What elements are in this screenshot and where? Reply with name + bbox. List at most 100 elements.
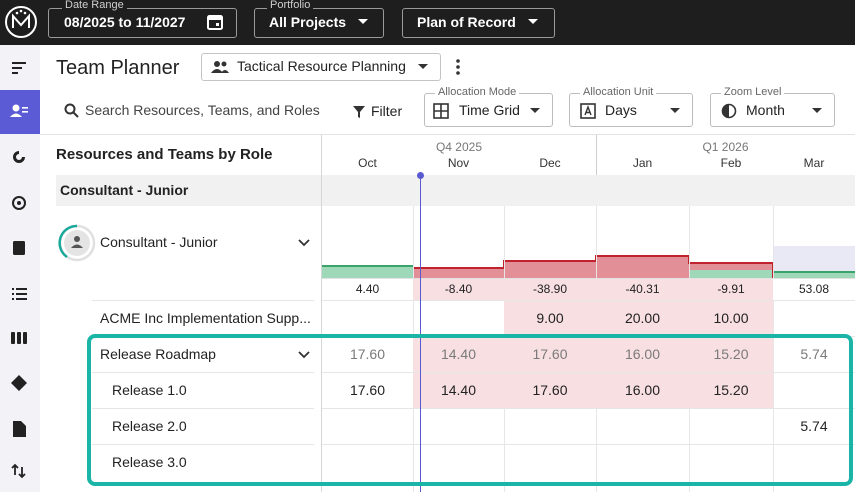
row-line (322, 278, 855, 279)
view-select-value: Tactical Resource Planning (237, 58, 406, 74)
field-label: Zoom Level (721, 87, 785, 98)
field-value: 08/2025 to 11/2027 (64, 14, 186, 30)
zoom-icon (721, 103, 737, 119)
column-divider (321, 135, 322, 492)
today-line (420, 175, 421, 492)
dropdown-arrow (418, 64, 428, 69)
row-label: Release 1.0 (112, 382, 187, 398)
value-cell: 9.00 (536, 310, 564, 326)
row-label: ACME Inc Implementation Supp... (100, 310, 311, 326)
value-cell: 17.60 (532, 382, 568, 398)
row-line (92, 300, 314, 301)
over-allocation (689, 373, 773, 408)
row-line (322, 444, 855, 445)
sidebar-active[interactable] (0, 90, 40, 134)
value-cell: 14.40 (440, 382, 477, 398)
over-allocation (689, 301, 773, 336)
over-allocation (596, 337, 689, 372)
total-cell: -9.91 (689, 278, 773, 300)
row-line (92, 372, 314, 373)
field-label: Portfolio (267, 0, 314, 11)
row-line (92, 444, 314, 445)
field-value: Plan of Record (417, 14, 516, 30)
quarter-divider (596, 135, 597, 175)
month-label: Dec (539, 156, 561, 170)
role-name: Consultant - Junior (100, 234, 218, 250)
over-allocation (596, 373, 689, 408)
total-cell: 4.40 (322, 278, 413, 300)
row-label: Release 3.0 (112, 454, 187, 470)
group-name: Consultant - Junior (60, 182, 189, 198)
row-line (92, 408, 314, 409)
unit-icon (580, 103, 596, 119)
divider (40, 134, 855, 135)
highlight-box (87, 334, 853, 486)
over-allocation (689, 337, 773, 372)
over-allocation (596, 301, 689, 336)
column-line (773, 206, 774, 492)
value-cell: 5.74 (800, 346, 828, 362)
value-cell: 15.20 (713, 382, 749, 398)
today-marker (417, 172, 424, 179)
search-input[interactable]: Search Resources, Teams, and Roles (85, 102, 320, 118)
value-cell: 16.00 (624, 382, 661, 398)
dropdown-arrow (670, 108, 680, 113)
dropdown-arrow (812, 108, 822, 113)
more-menu[interactable] (452, 58, 464, 76)
value-cell: 20.00 (624, 310, 661, 326)
value-cell: 14.40 (440, 346, 477, 362)
group-header (56, 175, 855, 206)
view-select[interactable] (201, 53, 441, 81)
filter-button[interactable]: Filter (371, 103, 403, 119)
expand-chevron[interactable] (298, 239, 310, 247)
logo (5, 6, 37, 38)
field-value: Time Grid (459, 102, 520, 118)
people-icon (211, 61, 229, 73)
over-allocation (504, 301, 596, 336)
grid-heading: Resources and Teams by Role (56, 146, 273, 163)
date-range-field[interactable] (48, 8, 237, 38)
over-allocation (413, 337, 504, 372)
row-label: Release 2.0 (112, 418, 187, 434)
value-cell: 17.60 (532, 346, 568, 362)
month-label: Jan (632, 156, 653, 170)
dropdown-arrow (358, 19, 368, 24)
total-cell: -40.31 (596, 278, 689, 300)
value-cell: 10.00 (713, 310, 749, 326)
field-value: All Projects (269, 14, 347, 30)
role-capacity-chart (322, 246, 855, 278)
page-title: Team Planner (56, 57, 180, 79)
value-cell: 16.00 (624, 346, 661, 362)
month-label: Mar (803, 156, 825, 170)
row-line (322, 408, 855, 409)
role-avatar (58, 224, 96, 262)
expand-chevron[interactable] (298, 351, 310, 359)
plan-field[interactable] (402, 8, 555, 38)
field-value: Days (605, 102, 637, 118)
value-cell: 15.20 (713, 346, 749, 362)
field-label: Date Range (62, 0, 127, 11)
month-label: Feb (720, 156, 742, 170)
over-allocation (504, 337, 596, 372)
over-allocation (413, 373, 504, 408)
quarter-label: Q4 2025 (435, 140, 483, 154)
value-cell: 17.60 (349, 346, 386, 362)
total-cell: -38.90 (504, 278, 596, 300)
dropdown-arrow (530, 108, 540, 113)
total-cell: 53.08 (773, 278, 855, 300)
row-label: Release Roadmap (100, 346, 216, 362)
grid-icon (433, 103, 449, 119)
total-cell: -8.40 (413, 278, 504, 300)
row-line (322, 372, 855, 373)
quarter-label: Q1 2026 (702, 140, 749, 154)
over-allocation (504, 373, 596, 408)
portfolio-field[interactable] (254, 8, 384, 38)
dropdown-arrow (528, 19, 538, 24)
filter-icon (353, 106, 365, 118)
search-icon (64, 103, 79, 118)
row-line (322, 300, 855, 301)
month-label: Nov (447, 156, 470, 170)
field-value: Month (746, 102, 785, 118)
month-label: Oct (358, 156, 377, 170)
value-cell: 17.60 (349, 382, 386, 398)
